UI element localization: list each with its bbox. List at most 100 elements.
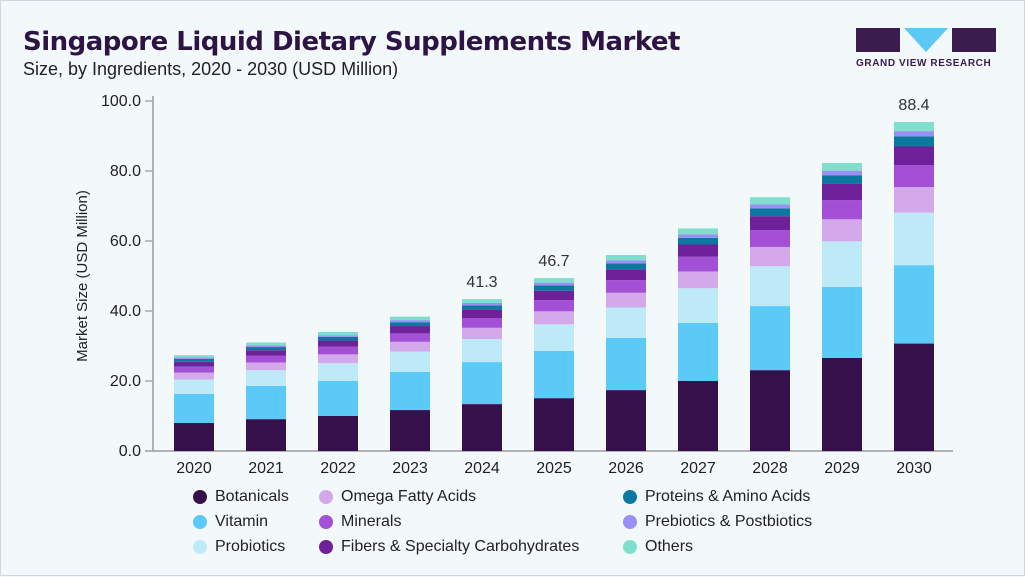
x-tick-label: 2030 bbox=[896, 460, 932, 477]
legend-swatch bbox=[319, 540, 333, 554]
bar-segment-fibers-specialty-carbohydrates bbox=[822, 183, 862, 201]
legend-swatch bbox=[623, 515, 637, 529]
bar-segment-others bbox=[678, 228, 718, 235]
bar-segment-proteins-amino-acids bbox=[606, 263, 646, 270]
bar-segment-probiotics bbox=[606, 307, 646, 338]
legend-swatch bbox=[193, 515, 207, 529]
legend-item: Omega Fatty Acids bbox=[319, 488, 476, 506]
logo: GRAND VIEW RESEARCH bbox=[856, 28, 998, 69]
bar-segment-probiotics bbox=[750, 266, 790, 307]
bar-segment-prebiotics-postbiotics bbox=[822, 170, 862, 176]
bar-segment-omega-fatty-acids bbox=[318, 354, 358, 364]
bar-segment-botanicals bbox=[174, 423, 214, 451]
bar-segment-prebiotics-postbiotics bbox=[318, 335, 358, 337]
bar-segment-vitamin bbox=[534, 350, 574, 399]
x-tick-label: 2028 bbox=[752, 460, 788, 477]
bar-segment-prebiotics-postbiotics bbox=[246, 345, 286, 348]
bar-segment-prebiotics-postbiotics bbox=[750, 204, 790, 209]
legend-swatch bbox=[623, 490, 637, 504]
logo-text: GRAND VIEW RESEARCH bbox=[856, 58, 992, 69]
legend-item: Minerals bbox=[319, 513, 401, 531]
legend-item: Others bbox=[623, 538, 693, 556]
bar-segment-vitamin bbox=[894, 265, 934, 344]
bar-segment-vitamin bbox=[822, 286, 862, 358]
bar-segment-others bbox=[246, 342, 286, 346]
x-tick-label: 2029 bbox=[824, 460, 860, 477]
bar-segment-omega-fatty-acids bbox=[390, 341, 430, 352]
legend-swatch bbox=[623, 540, 637, 554]
bar-segment-vitamin bbox=[678, 322, 718, 381]
bar-segment-probiotics bbox=[534, 324, 574, 351]
bar-segment-minerals bbox=[750, 230, 790, 247]
bar-segment-probiotics bbox=[822, 241, 862, 287]
legend-swatch bbox=[319, 515, 333, 529]
bar-segment-omega-fatty-acids bbox=[462, 327, 502, 339]
legend-item: Proteins & Amino Acids bbox=[623, 488, 810, 506]
bar-segment-others bbox=[534, 278, 574, 283]
x-tick-label: 2025 bbox=[536, 460, 572, 477]
bar-segment-probiotics bbox=[174, 379, 214, 394]
bar-segment-fibers-specialty-carbohydrates bbox=[246, 350, 286, 356]
bar-segment-prebiotics-postbiotics bbox=[606, 260, 646, 264]
bar-segment-fibers-specialty-carbohydrates bbox=[606, 269, 646, 281]
legend-item: Botanicals bbox=[193, 488, 289, 506]
x-tick-label: 2023 bbox=[392, 460, 428, 477]
legend-swatch bbox=[319, 490, 333, 504]
bar-segment-fibers-specialty-carbohydrates bbox=[318, 340, 358, 347]
y-tick-label: 100.0 bbox=[101, 93, 141, 110]
bar-segment-botanicals bbox=[822, 357, 862, 451]
bar-segment-others bbox=[462, 299, 502, 303]
y-tick-label: 80.0 bbox=[110, 163, 141, 180]
bar-segment-omega-fatty-acids bbox=[678, 271, 718, 289]
bar-segment-others bbox=[174, 355, 214, 358]
legend-swatch bbox=[193, 540, 207, 554]
bar-segment-vitamin bbox=[390, 371, 430, 411]
bar-segment-fibers-specialty-carbohydrates bbox=[750, 216, 790, 231]
bar-segment-fibers-specialty-carbohydrates bbox=[462, 309, 502, 318]
bar-segment-probiotics bbox=[390, 351, 430, 372]
bar-segment-prebiotics-postbiotics bbox=[390, 320, 430, 323]
legend-label: Probiotics bbox=[215, 538, 286, 555]
bar-segment-botanicals bbox=[534, 398, 574, 451]
bar-segment-proteins-amino-acids bbox=[822, 175, 862, 184]
logo-mark bbox=[856, 28, 900, 52]
y-tick-label: 60.0 bbox=[110, 233, 141, 250]
y-tick-label: 20.0 bbox=[110, 373, 141, 390]
bar-segment-fibers-specialty-carbohydrates bbox=[678, 244, 718, 257]
bar-segment-minerals bbox=[534, 300, 574, 312]
chart-title: Singapore Liquid Dietary Supplements Mar… bbox=[23, 27, 680, 57]
bar-segment-botanicals bbox=[462, 404, 502, 451]
bar-segment-others bbox=[750, 197, 790, 205]
y-tick-label: 40.0 bbox=[110, 303, 141, 320]
bar-segment-minerals bbox=[390, 333, 430, 342]
legend-label: Others bbox=[645, 538, 694, 555]
bar-segment-botanicals bbox=[606, 390, 646, 451]
bar-segment-vitamin bbox=[462, 362, 502, 405]
bar-segment-vitamin bbox=[174, 393, 214, 423]
data-label: 41.3 bbox=[466, 274, 497, 291]
bar-segment-proteins-amino-acids bbox=[390, 322, 430, 327]
legend-item: Prebiotics & Postbiotics bbox=[623, 513, 812, 531]
bar-segment-probiotics bbox=[318, 363, 358, 381]
chart-subtitle: Size, by Ingredients, 2020 - 2030 (USD M… bbox=[23, 59, 399, 79]
bar-segment-probiotics bbox=[678, 288, 718, 323]
bar-segment-others bbox=[606, 255, 646, 261]
bar-segment-proteins-amino-acids bbox=[174, 358, 214, 362]
bar-segment-others bbox=[318, 332, 358, 336]
bar-segment-omega-fatty-acids bbox=[822, 219, 862, 242]
bar-segment-vitamin bbox=[246, 385, 286, 420]
bar-segment-fibers-specialty-carbohydrates bbox=[534, 290, 574, 301]
bar-segment-proteins-amino-acids bbox=[246, 347, 286, 351]
bar-segment-minerals bbox=[246, 355, 286, 363]
bar-segment-others bbox=[390, 316, 430, 321]
bar-segment-proteins-amino-acids bbox=[750, 208, 790, 217]
bar-segment-botanicals bbox=[678, 381, 718, 451]
bar-segment-prebiotics-postbiotics bbox=[534, 282, 574, 286]
logo-mark bbox=[952, 28, 996, 52]
legend-label: Prebiotics & Postbiotics bbox=[645, 513, 813, 530]
bar-segment-prebiotics-postbiotics bbox=[174, 357, 214, 359]
bar-segment-minerals bbox=[318, 346, 358, 355]
bar-segment-others bbox=[822, 162, 862, 171]
bar-segment-botanicals bbox=[894, 343, 934, 451]
bar-segment-minerals bbox=[606, 280, 646, 293]
